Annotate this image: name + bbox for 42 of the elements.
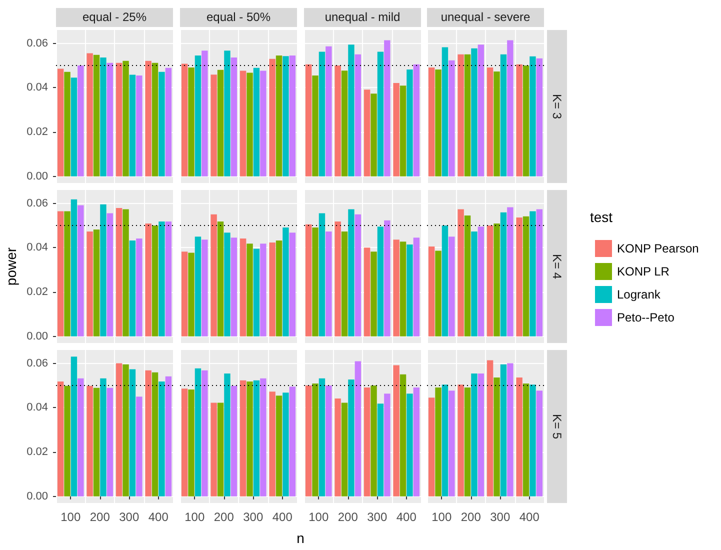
x-tick-label: 100 bbox=[308, 510, 329, 524]
chart-title: unequal - severe bbox=[440, 10, 531, 24]
x-tick-label: 300 bbox=[243, 510, 264, 524]
y2-axis-title: K= 3 bbox=[550, 94, 564, 120]
x-tick-label: 100 bbox=[432, 510, 452, 524]
y-tick-label: 0.02 bbox=[26, 126, 48, 138]
x-tick-label: 100 bbox=[60, 510, 81, 524]
y-tick-label: 0.06 bbox=[26, 357, 48, 370]
x-tick-label: 400 bbox=[148, 510, 169, 524]
chart-title: equal - 25% bbox=[82, 10, 147, 24]
x-tick-label: 300 bbox=[367, 510, 388, 524]
legend-title: test bbox=[590, 209, 613, 225]
x-axis-title: n bbox=[296, 530, 304, 546]
x-tick-label: 200 bbox=[90, 510, 110, 524]
y-tick-label: 0.04 bbox=[26, 242, 48, 254]
y-tick-label: 0.02 bbox=[26, 446, 48, 458]
x-tick-label: 400 bbox=[396, 510, 417, 524]
x-tick-label: 400 bbox=[519, 510, 540, 524]
chart-title: equal - 50% bbox=[206, 10, 271, 24]
y-tick-label: 0.02 bbox=[26, 286, 48, 298]
y-tick-label: 0.04 bbox=[26, 82, 48, 94]
x-tick-label: 400 bbox=[272, 510, 293, 524]
legend-label: KONP Pearson bbox=[617, 242, 699, 256]
legend-label: Logrank bbox=[617, 288, 662, 302]
x-tick-label: 300 bbox=[119, 510, 140, 524]
y-tick-label: 0.04 bbox=[26, 402, 48, 414]
y-axis-title: power bbox=[3, 247, 19, 286]
y2-axis-title: K= 5 bbox=[550, 414, 564, 440]
y-tick-label: 0.06 bbox=[26, 197, 48, 210]
y2-axis-title: K= 4 bbox=[550, 254, 564, 280]
x-tick-label: 200 bbox=[214, 510, 234, 524]
x-tick-label: 200 bbox=[460, 510, 482, 524]
y-tick-label: 0.00 bbox=[26, 170, 48, 182]
x-tick-label: 100 bbox=[184, 510, 205, 524]
y-tick-label: 0.06 bbox=[26, 37, 48, 50]
chart-title: unequal - mild bbox=[324, 10, 400, 24]
legend-label: Peto--Peto bbox=[617, 310, 675, 324]
y-tick-label: 0.00 bbox=[26, 330, 48, 342]
x-tick-label: 300 bbox=[490, 510, 510, 524]
legend-label: KONP LR bbox=[617, 264, 670, 278]
y-tick-label: 0.00 bbox=[26, 490, 48, 502]
x-tick-label: 200 bbox=[338, 510, 358, 524]
